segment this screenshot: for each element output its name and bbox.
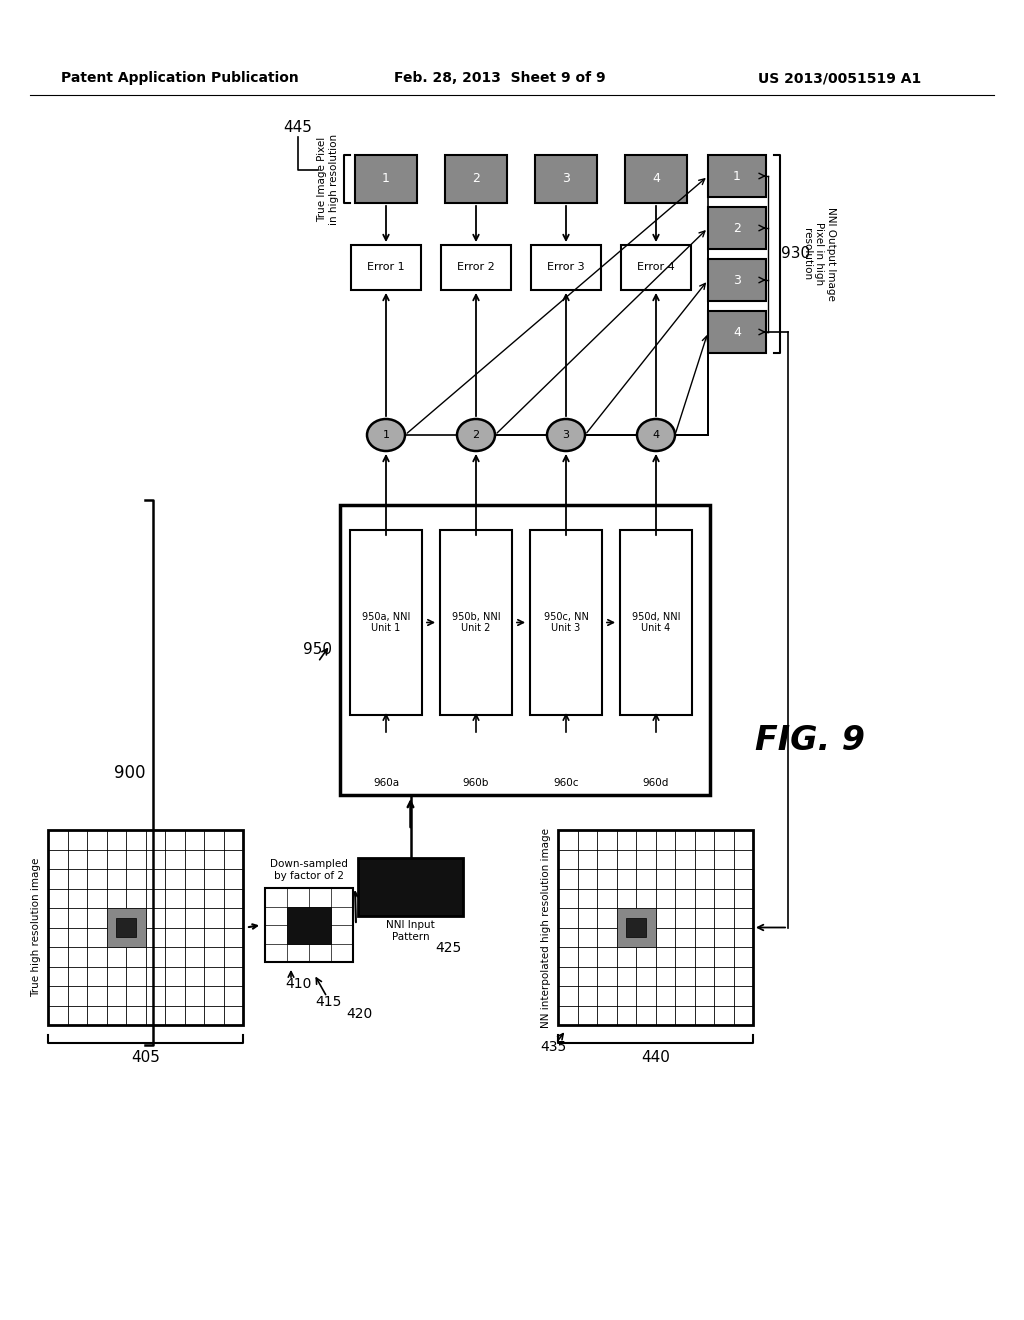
Bar (350, 531, 422, 715)
Bar (558, 830, 753, 1026)
Bar (708, 259, 766, 301)
Bar (530, 531, 602, 715)
Text: 435: 435 (540, 1040, 566, 1053)
Ellipse shape (547, 418, 585, 451)
Ellipse shape (637, 418, 675, 451)
Text: 960a: 960a (373, 777, 399, 788)
Ellipse shape (367, 418, 406, 451)
Text: True high resolution image: True high resolution image (31, 858, 41, 997)
Text: Feb. 28, 2013  Sheet 9 of 9: Feb. 28, 2013 Sheet 9 of 9 (394, 71, 606, 84)
Text: 4: 4 (652, 430, 659, 440)
Text: Error 4: Error 4 (637, 263, 675, 272)
Text: 2: 2 (472, 430, 479, 440)
Text: 2: 2 (733, 222, 741, 235)
Bar (351, 246, 421, 290)
Text: 960b: 960b (463, 777, 489, 788)
Bar (445, 154, 507, 203)
Text: 960c: 960c (553, 777, 579, 788)
Text: 445: 445 (284, 120, 312, 135)
Text: 950d, NNI
Unit 4: 950d, NNI Unit 4 (632, 611, 680, 634)
Bar (265, 888, 353, 962)
Text: 3: 3 (562, 430, 569, 440)
Text: 405: 405 (131, 1049, 160, 1064)
Text: Error 3: Error 3 (547, 263, 585, 272)
Text: 425: 425 (435, 941, 462, 954)
Text: Error 2: Error 2 (457, 263, 495, 272)
Text: 410: 410 (286, 977, 312, 991)
Text: 1: 1 (383, 430, 389, 440)
Bar (106, 908, 145, 946)
Text: Down-sampled
by factor of 2: Down-sampled by factor of 2 (270, 859, 348, 880)
Text: 950: 950 (303, 643, 333, 657)
Text: 950a, NNI
Unit 1: 950a, NNI Unit 1 (361, 611, 411, 634)
Text: 420: 420 (346, 1007, 372, 1020)
Text: 950c, NN
Unit 3: 950c, NN Unit 3 (544, 611, 589, 634)
Text: NNI Output Image
Pixel in high
resolution: NNI Output Image Pixel in high resolutio… (803, 207, 836, 301)
Text: 1: 1 (382, 173, 390, 186)
Bar (620, 531, 692, 715)
Text: 950b, NNI
Unit 2: 950b, NNI Unit 2 (452, 611, 501, 634)
Text: NNI Input
Pattern: NNI Input Pattern (386, 920, 435, 941)
Bar (708, 154, 766, 197)
Text: 3: 3 (562, 173, 570, 186)
Bar (340, 506, 710, 795)
Text: 930: 930 (781, 247, 811, 261)
Text: 3: 3 (733, 273, 741, 286)
Text: US 2013/0051519 A1: US 2013/0051519 A1 (759, 71, 922, 84)
Text: 4: 4 (733, 326, 741, 338)
Bar (358, 858, 463, 916)
Bar (616, 908, 655, 946)
Bar (117, 917, 136, 937)
Text: 415: 415 (315, 995, 342, 1008)
Text: 440: 440 (641, 1049, 670, 1064)
Text: NN interpolated high resolution image: NN interpolated high resolution image (541, 828, 551, 1027)
Bar (287, 907, 331, 944)
Text: 900: 900 (115, 763, 145, 781)
Text: FIG. 9: FIG. 9 (755, 723, 865, 756)
Text: 4: 4 (652, 173, 659, 186)
Text: 2: 2 (472, 173, 480, 186)
Text: True Image Pixel
in high resolution: True Image Pixel in high resolution (317, 133, 339, 224)
Bar (48, 830, 243, 1026)
Bar (531, 246, 601, 290)
Bar (708, 207, 766, 249)
Text: 1: 1 (733, 169, 741, 182)
Bar (708, 312, 766, 352)
Bar (625, 154, 687, 203)
Text: Error 1: Error 1 (368, 263, 404, 272)
Bar (441, 246, 511, 290)
Ellipse shape (457, 418, 495, 451)
Bar (627, 917, 646, 937)
Bar (621, 246, 691, 290)
Bar (355, 154, 417, 203)
Text: 960d: 960d (643, 777, 670, 788)
Bar (440, 531, 512, 715)
Bar (535, 154, 597, 203)
Text: Patent Application Publication: Patent Application Publication (61, 71, 299, 84)
